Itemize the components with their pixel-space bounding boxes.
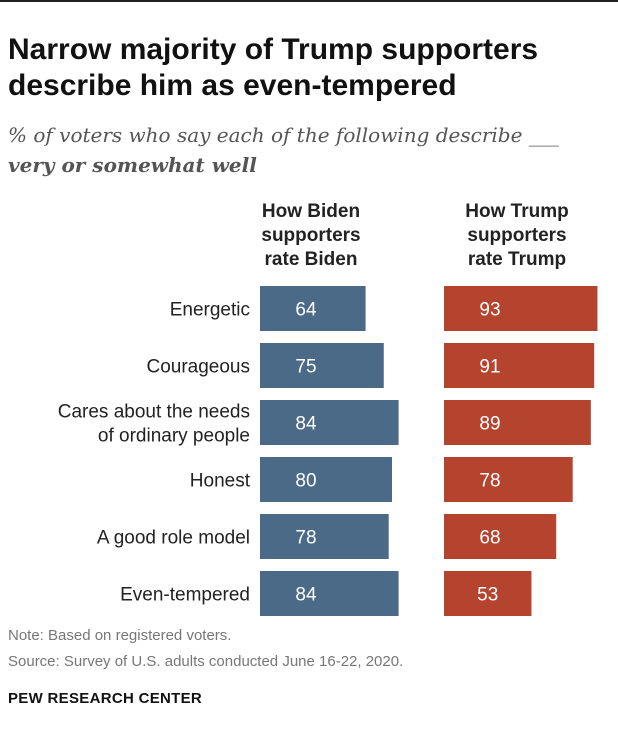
trump-value-label: 53 — [477, 585, 498, 606]
biden-value-label: 75 — [295, 357, 316, 378]
category-label-line: A good role model — [97, 528, 250, 549]
category-label: Courageous — [146, 357, 250, 378]
trump-value-label: 89 — [479, 414, 500, 435]
trump-bar — [444, 400, 591, 445]
biden-header-line-1: How Biden — [261, 201, 361, 222]
biden-value-label: 84 — [295, 414, 317, 435]
trump-value-label: 91 — [479, 357, 500, 378]
category-label: A good role model — [97, 528, 250, 549]
category-label: Even-tempered — [120, 585, 250, 606]
brand-logo-text: PEW RESEARCH CENTER — [8, 690, 203, 707]
trump-bar — [444, 286, 598, 331]
trump-header-line-2: supporters — [467, 225, 567, 246]
trump-value-label: 78 — [479, 471, 500, 492]
biden-value-label: 80 — [295, 471, 316, 492]
chart-subtitle: % of voters who say each of the followin… — [8, 120, 608, 180]
trump-header-line-3: rate Trump — [467, 249, 567, 270]
trump-header-line-1: How Trump — [465, 201, 569, 222]
trump-value-label: 93 — [479, 300, 500, 321]
source-text: Source: Survey of U.S. adults conducted … — [8, 653, 404, 670]
trump-bar — [444, 571, 532, 616]
biden-bar — [260, 514, 389, 559]
note-text: Note: Based on registered voters. — [8, 627, 232, 644]
biden-value-label: 64 — [295, 300, 317, 321]
bar-chart: Energetic 64 93 Courageous 75 91 Cares about t… — [58, 286, 598, 616]
trump-column-header: How Trump supporters rate Trump — [432, 200, 602, 272]
biden-header-line-2: supporters — [261, 225, 361, 246]
trump-bar — [444, 343, 595, 388]
trump-bar — [444, 457, 573, 502]
chart-title: Narrow majority of Trump supporters desc… — [8, 33, 539, 102]
category-label-line: Courageous — [146, 357, 250, 378]
biden-bar — [260, 400, 399, 445]
trump-value-label: 68 — [479, 528, 500, 549]
biden-bar — [260, 457, 392, 502]
category-label-line: Honest — [190, 471, 251, 492]
top-rule — [0, 0, 618, 2]
biden-column-header: How Biden supporters rate Biden — [226, 200, 396, 272]
category-label: Honest — [190, 471, 251, 492]
biden-value-label: 84 — [295, 585, 317, 606]
trump-bar — [444, 514, 557, 559]
biden-value-label: 78 — [295, 528, 316, 549]
subtitle-line-2: very or somewhat well — [8, 153, 257, 177]
category-label: Cares about the needs of ordinary people — [58, 402, 250, 447]
biden-bar — [260, 571, 399, 616]
category-label: Energetic — [170, 300, 250, 321]
biden-bar — [260, 343, 384, 388]
subtitle-line-1: % of voters who say each of the followin… — [8, 123, 559, 147]
biden-bar — [260, 286, 366, 331]
category-label-line: Even-tempered — [120, 585, 250, 606]
category-label-line: Energetic — [170, 300, 250, 321]
category-label-line: of ordinary people — [98, 426, 250, 447]
category-label-line: Cares about the needs — [58, 402, 250, 423]
biden-header-line-3: rate Biden — [264, 249, 358, 270]
